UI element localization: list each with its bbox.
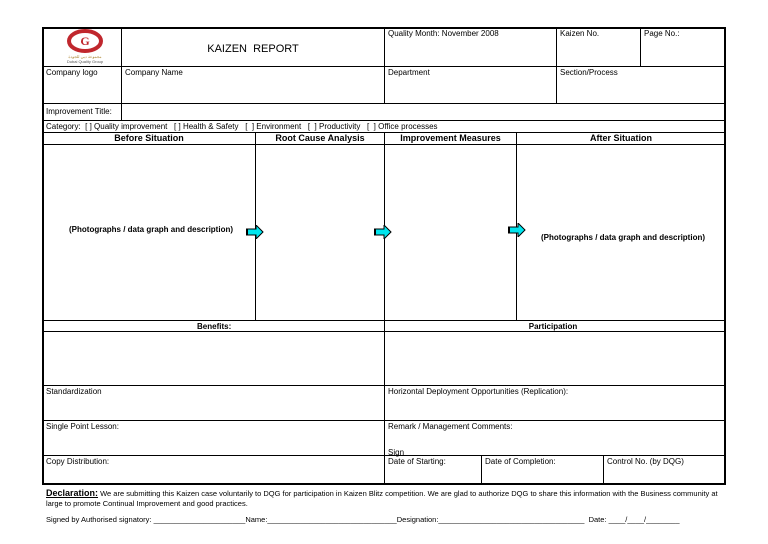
before-situation-area[interactable]: (Photographs / data graph and descriptio…	[42, 144, 256, 321]
arrow-right-icon	[374, 225, 392, 239]
sign-label: Sign	[388, 448, 405, 457]
section-process-field[interactable]: Section/Process	[556, 66, 726, 104]
kaizen-no-cell: Kaizen No.	[556, 27, 641, 67]
signature-line[interactable]: Signed by Authorised signatory: ________…	[46, 515, 680, 524]
remark-label: Remark / Management Comments:	[388, 422, 513, 431]
single-point-lesson-field[interactable]: Single Point Lesson:	[42, 420, 385, 456]
company-name-field[interactable]: Company Name	[121, 66, 385, 104]
benefits-area[interactable]	[42, 331, 385, 386]
standardization-field[interactable]: Standardization	[42, 385, 385, 421]
page-no-cell: Page No.:	[640, 27, 726, 67]
improvement-measures-area[interactable]	[384, 144, 517, 321]
horizontal-deployment-field[interactable]: Horizontal Deployment Opportunities (Rep…	[384, 385, 726, 421]
company-logo-icon: G مجموعة دبي للجودة Dubai Quality Group	[67, 29, 104, 64]
svg-text:Dubai Quality Group: Dubai Quality Group	[67, 59, 104, 64]
after-situation-area[interactable]: (Photographs / data graph and descriptio…	[516, 144, 726, 321]
control-no-field[interactable]: Control No. (by DQG)	[603, 455, 726, 485]
declaration-label: Declaration:	[46, 488, 99, 498]
participation-area[interactable]	[384, 331, 726, 386]
after-placeholder: (Photographs / data graph and descriptio…	[541, 233, 706, 242]
benefits-label: Benefits:	[197, 322, 232, 331]
declaration-text: We are submitting this Kaizen case volun…	[46, 489, 718, 508]
arrow-right-icon	[508, 223, 526, 237]
title-cell: KAIZEN REPORT	[121, 27, 385, 67]
report-title: KAIZEN REPORT	[207, 43, 299, 55]
logo-cell: G مجموعة دبي للجودة Dubai Quality Group	[42, 27, 122, 67]
improvement-title-field[interactable]	[121, 103, 726, 121]
svg-text:مجموعة دبي للجودة: مجموعة دبي للجودة	[68, 54, 101, 59]
remark-field[interactable]: Remark / Management Comments: Sign	[384, 420, 726, 457]
company-logo-label: Company logo	[42, 66, 122, 104]
department-field[interactable]: Department	[384, 66, 557, 104]
date-completion-field[interactable]: Date of Completion:	[481, 455, 604, 485]
before-placeholder: (Photographs / data graph and descriptio…	[69, 225, 234, 234]
declaration: Declaration: We are submitting this Kaiz…	[46, 488, 726, 509]
quality-month-cell: Quality Month: November 2008	[384, 27, 557, 67]
root-cause-area[interactable]	[255, 144, 385, 321]
svg-text:G: G	[80, 34, 89, 48]
improvement-title-label: Improvement Title:	[42, 103, 122, 121]
date-starting-field[interactable]: Date of Starting:	[384, 455, 482, 485]
participation-label: Participation	[528, 322, 578, 331]
copy-distribution-field[interactable]: Copy Distribution:	[42, 455, 385, 485]
arrow-right-icon	[246, 225, 264, 239]
